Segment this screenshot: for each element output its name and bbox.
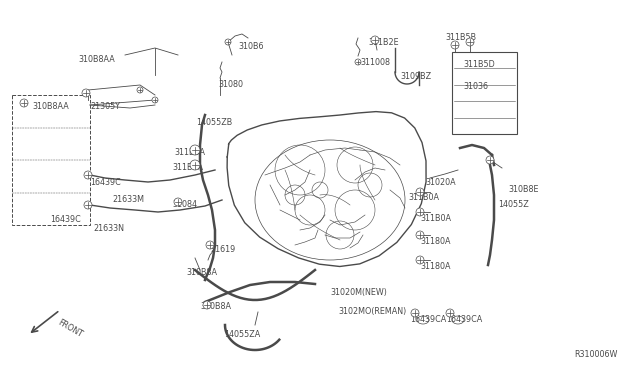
Text: 310B8A: 310B8A	[200, 302, 231, 311]
Text: 31084: 31084	[172, 200, 197, 209]
Circle shape	[82, 89, 90, 97]
Text: 311B3A: 311B3A	[172, 163, 203, 172]
Circle shape	[416, 188, 424, 196]
Text: 311B5B: 311B5B	[445, 33, 476, 42]
Text: 31180A: 31180A	[420, 262, 451, 271]
Circle shape	[225, 39, 231, 45]
Circle shape	[20, 99, 28, 107]
Bar	[474, 122, 484, 130]
Circle shape	[190, 145, 200, 155]
Text: 31020A: 31020A	[425, 178, 456, 187]
Circle shape	[416, 231, 424, 239]
Text: FRONT: FRONT	[56, 318, 84, 339]
Text: 31180A: 31180A	[420, 237, 451, 246]
Text: 14055Z: 14055Z	[498, 200, 529, 209]
Bar	[460, 122, 470, 130]
Circle shape	[137, 87, 143, 93]
Text: 310B8A: 310B8A	[186, 268, 217, 277]
Text: 16439C: 16439C	[50, 215, 81, 224]
Circle shape	[486, 156, 494, 164]
Text: 310B8E: 310B8E	[508, 185, 538, 194]
Circle shape	[84, 171, 92, 179]
Text: 310B8AA: 310B8AA	[78, 55, 115, 64]
Text: 311B2E: 311B2E	[368, 38, 399, 47]
Circle shape	[174, 198, 182, 206]
Text: 3102MO(REMAN): 3102MO(REMAN)	[338, 307, 406, 316]
Circle shape	[411, 309, 419, 317]
Text: 3109BZ: 3109BZ	[400, 72, 431, 81]
Bar	[502, 122, 512, 130]
Text: 31080: 31080	[218, 80, 243, 89]
Text: 311008: 311008	[360, 58, 390, 67]
Circle shape	[466, 38, 474, 46]
Circle shape	[84, 201, 92, 209]
Text: 311B0A: 311B0A	[420, 214, 451, 223]
Polygon shape	[227, 112, 426, 266]
Text: 311B5D: 311B5D	[463, 60, 495, 69]
Text: 310B8AA: 310B8AA	[32, 102, 68, 111]
Text: R310006W: R310006W	[574, 350, 618, 359]
Circle shape	[190, 160, 200, 170]
Text: 311B0A: 311B0A	[408, 193, 439, 202]
Circle shape	[152, 97, 158, 103]
Circle shape	[416, 256, 424, 264]
Text: 310B6: 310B6	[238, 42, 264, 51]
Bar	[488, 122, 498, 130]
Circle shape	[203, 301, 211, 309]
Bar	[12, 95, 90, 225]
Circle shape	[206, 241, 214, 249]
Circle shape	[416, 208, 424, 216]
Text: 16439C: 16439C	[90, 178, 121, 187]
Text: 16439CA: 16439CA	[410, 315, 446, 324]
Text: 21633N: 21633N	[93, 224, 124, 233]
Text: 14055ZA: 14055ZA	[224, 330, 260, 339]
Text: 311B3A: 311B3A	[174, 148, 205, 157]
Text: 21633M: 21633M	[112, 195, 144, 204]
Text: 31036: 31036	[463, 82, 488, 91]
Text: 21305Y: 21305Y	[90, 102, 120, 111]
Circle shape	[355, 59, 361, 65]
Text: 14055ZB: 14055ZB	[196, 118, 232, 127]
Text: 21619: 21619	[210, 245, 236, 254]
Circle shape	[451, 41, 459, 49]
Text: 16439CA: 16439CA	[446, 315, 483, 324]
Text: 31020M(NEW): 31020M(NEW)	[330, 288, 387, 297]
Bar	[452, 52, 517, 134]
Circle shape	[371, 36, 379, 44]
Circle shape	[446, 309, 454, 317]
